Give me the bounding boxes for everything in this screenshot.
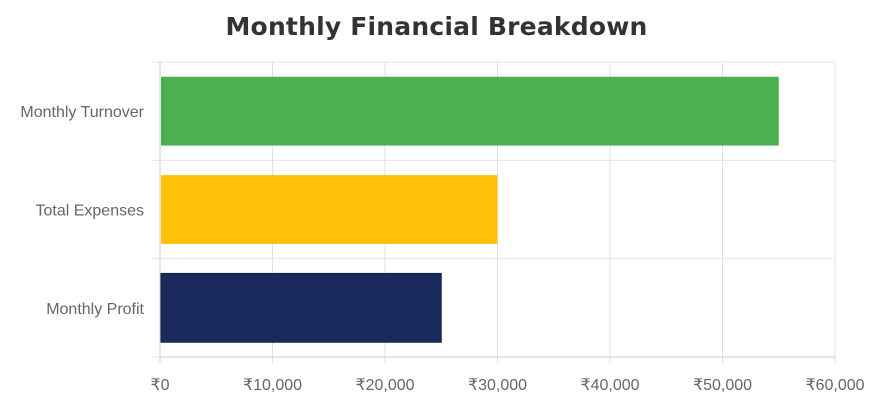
x-tick-label: ₹20,000 [355,377,414,394]
chart-title: Monthly Financial Breakdown [225,12,648,41]
x-tick-label: ₹10,000 [243,377,302,394]
x-tick-label: ₹30,000 [468,377,527,394]
category-label: Monthly Turnover [20,104,144,121]
x-tick-label: ₹60,000 [805,377,864,394]
bar-monthly-profit [160,272,442,343]
x-tick-label: ₹50,000 [693,377,752,394]
x-tick-label: ₹0 [150,377,169,394]
category-label: Total Expenses [35,203,144,220]
category-label: Monthly Profit [46,301,144,318]
x-tick-label: ₹40,000 [580,377,639,394]
bar-total-expenses [161,175,498,244]
bar-monthly-turnover [161,76,779,146]
